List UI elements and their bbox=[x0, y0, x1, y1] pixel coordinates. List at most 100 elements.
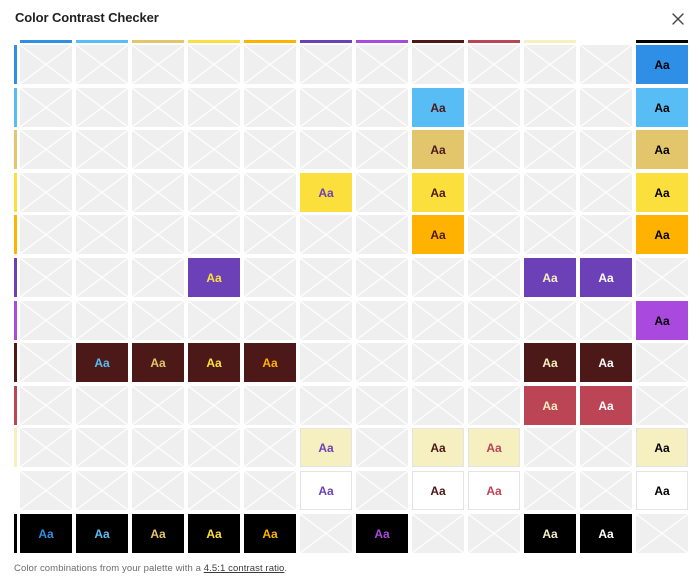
crossed-out-icon bbox=[132, 130, 184, 169]
swatch-amber-on-maroon[interactable]: Aa bbox=[412, 215, 464, 254]
swatch-cream-on-rose[interactable]: Aa bbox=[468, 428, 520, 467]
empty-cell bbox=[20, 386, 72, 425]
swatch-rose-on-cream[interactable]: Aa bbox=[524, 386, 576, 425]
sample-text: Aa bbox=[542, 270, 558, 285]
empty-cell bbox=[244, 88, 296, 127]
swatch-yellow-on-black[interactable]: Aa bbox=[636, 173, 688, 212]
crossed-out-icon bbox=[524, 88, 576, 127]
column-color-bar-cream bbox=[524, 40, 576, 43]
swatch-maroon-on-sky[interactable]: Aa bbox=[76, 343, 128, 382]
swatch-black-on-yellow[interactable]: Aa bbox=[188, 514, 240, 553]
swatch-purple-on-yellow[interactable]: Aa bbox=[188, 258, 240, 297]
sample-text: Aa bbox=[430, 227, 446, 242]
crossed-out-icon bbox=[188, 471, 240, 510]
empty-cell bbox=[412, 258, 464, 297]
swatch-white-on-maroon[interactable]: Aa bbox=[412, 471, 464, 510]
empty-cell bbox=[20, 88, 72, 127]
sample-text: Aa bbox=[654, 142, 670, 157]
swatch-purple-on-cream[interactable]: Aa bbox=[524, 258, 576, 297]
crossed-out-icon bbox=[356, 45, 408, 84]
crossed-out-icon bbox=[300, 386, 352, 425]
column-color-bar-amber bbox=[244, 40, 296, 43]
crossed-out-icon bbox=[412, 301, 464, 340]
swatch-sky-on-black[interactable]: Aa bbox=[636, 88, 688, 127]
swatch-rose-on-white[interactable]: Aa bbox=[580, 386, 632, 425]
crossed-out-icon bbox=[244, 88, 296, 127]
swatch-violet-on-black[interactable]: Aa bbox=[636, 301, 688, 340]
empty-cell bbox=[76, 471, 128, 510]
sample-text: Aa bbox=[654, 100, 670, 115]
swatch-tan-on-black[interactable]: Aa bbox=[636, 130, 688, 169]
crossed-out-icon bbox=[524, 215, 576, 254]
column-color-bar-black bbox=[636, 40, 688, 43]
swatch-yellow-on-purple[interactable]: Aa bbox=[300, 173, 352, 212]
empty-cell bbox=[20, 258, 72, 297]
empty-cell bbox=[244, 301, 296, 340]
swatch-white-on-black[interactable]: Aa bbox=[636, 471, 688, 510]
empty-cell bbox=[132, 45, 184, 84]
crossed-out-icon bbox=[188, 386, 240, 425]
empty-cell bbox=[356, 45, 408, 84]
swatch-purple-on-white[interactable]: Aa bbox=[580, 258, 632, 297]
empty-cell bbox=[524, 215, 576, 254]
empty-cell bbox=[356, 301, 408, 340]
swatch-cream-on-purple[interactable]: Aa bbox=[300, 428, 352, 467]
row-color-bar-cream bbox=[14, 428, 17, 467]
swatch-black-on-sky[interactable]: Aa bbox=[76, 514, 128, 553]
swatch-maroon-on-cream[interactable]: Aa bbox=[524, 343, 576, 382]
row-color-bar-black bbox=[14, 514, 17, 553]
crossed-out-icon bbox=[244, 215, 296, 254]
crossed-out-icon bbox=[76, 173, 128, 212]
swatch-black-on-white[interactable]: Aa bbox=[580, 514, 632, 553]
crossed-out-icon bbox=[356, 258, 408, 297]
empty-cell bbox=[300, 215, 352, 254]
close-button[interactable] bbox=[668, 9, 688, 29]
crossed-out-icon bbox=[468, 215, 520, 254]
swatch-sky-on-maroon[interactable]: Aa bbox=[412, 88, 464, 127]
empty-cell bbox=[412, 386, 464, 425]
crossed-out-icon bbox=[524, 428, 576, 467]
swatch-black-on-violet[interactable]: Aa bbox=[356, 514, 408, 553]
crossed-out-icon bbox=[188, 173, 240, 212]
empty-cell bbox=[580, 173, 632, 212]
empty-cell bbox=[188, 428, 240, 467]
swatch-maroon-on-white[interactable]: Aa bbox=[580, 343, 632, 382]
crossed-out-icon bbox=[468, 301, 520, 340]
crossed-out-icon bbox=[20, 471, 72, 510]
crossed-out-icon bbox=[356, 343, 408, 382]
swatch-maroon-on-yellow[interactable]: Aa bbox=[188, 343, 240, 382]
crossed-out-icon bbox=[636, 343, 688, 382]
empty-cell bbox=[76, 215, 128, 254]
swatch-blue-on-black[interactable]: Aa bbox=[636, 45, 688, 84]
crossed-out-icon bbox=[580, 428, 632, 467]
crossed-out-icon bbox=[188, 428, 240, 467]
swatch-maroon-on-amber[interactable]: Aa bbox=[244, 343, 296, 382]
swatch-white-on-purple[interactable]: Aa bbox=[300, 471, 352, 510]
swatch-maroon-on-tan[interactable]: Aa bbox=[132, 343, 184, 382]
crossed-out-icon bbox=[580, 130, 632, 169]
swatch-black-on-tan[interactable]: Aa bbox=[132, 514, 184, 553]
empty-cell bbox=[188, 301, 240, 340]
crossed-out-icon bbox=[132, 386, 184, 425]
swatch-amber-on-black[interactable]: Aa bbox=[636, 215, 688, 254]
swatch-yellow-on-maroon[interactable]: Aa bbox=[412, 173, 464, 212]
crossed-out-icon bbox=[580, 45, 632, 84]
swatch-black-on-cream[interactable]: Aa bbox=[524, 514, 576, 553]
swatch-tan-on-maroon[interactable]: Aa bbox=[412, 130, 464, 169]
swatch-black-on-blue[interactable]: Aa bbox=[20, 514, 72, 553]
sample-text: Aa bbox=[654, 227, 670, 242]
contrast-ratio-link[interactable]: 4.5:1 contrast ratio bbox=[203, 563, 285, 574]
empty-cell bbox=[580, 471, 632, 510]
dialog-header: Color Contrast Checker bbox=[0, 0, 700, 38]
crossed-out-icon bbox=[20, 386, 72, 425]
crossed-out-icon bbox=[132, 45, 184, 84]
crossed-out-icon bbox=[244, 130, 296, 169]
empty-cell bbox=[412, 45, 464, 84]
sample-text: Aa bbox=[262, 526, 278, 541]
crossed-out-icon bbox=[76, 428, 128, 467]
swatch-cream-on-maroon[interactable]: Aa bbox=[412, 428, 464, 467]
row-color-bar-purple bbox=[14, 258, 17, 297]
swatch-white-on-rose[interactable]: Aa bbox=[468, 471, 520, 510]
swatch-cream-on-black[interactable]: Aa bbox=[636, 428, 688, 467]
swatch-black-on-amber[interactable]: Aa bbox=[244, 514, 296, 553]
